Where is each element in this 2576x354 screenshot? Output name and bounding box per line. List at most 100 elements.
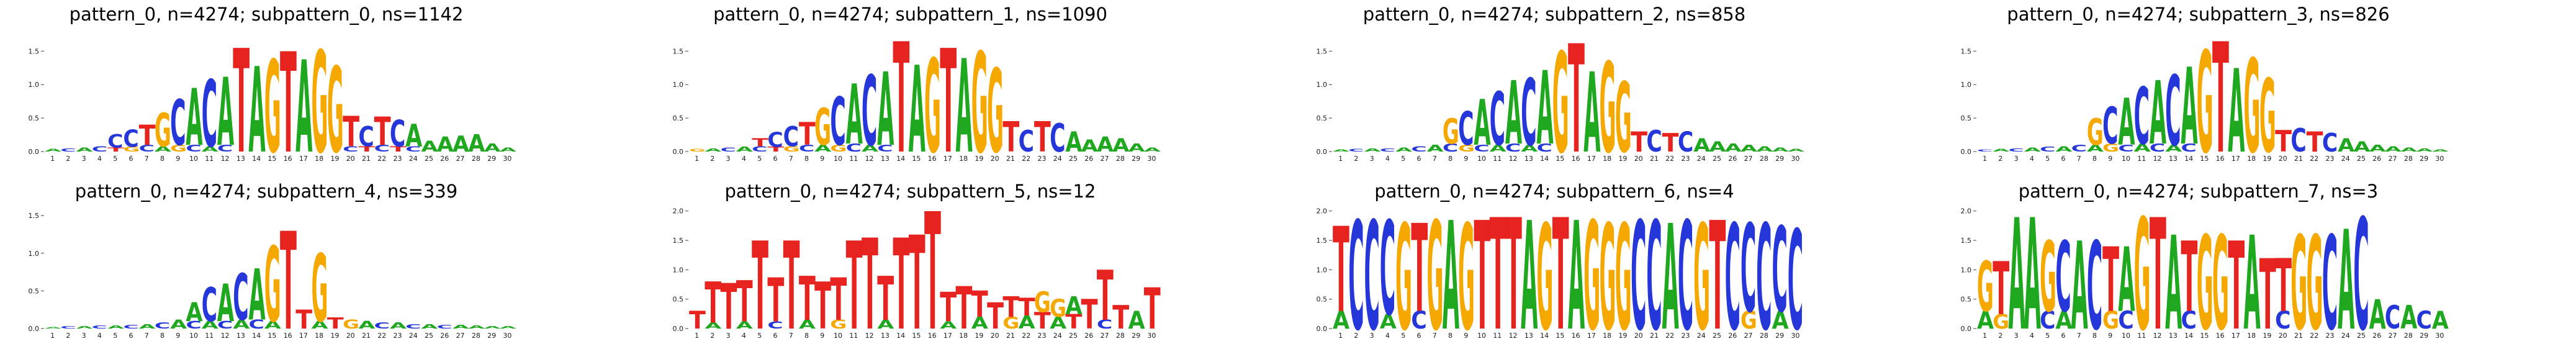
- logo-letter-T: T: [1709, 202, 1726, 345]
- logo-letter-C: C: [123, 125, 138, 153]
- x-tick-label: 2: [710, 332, 714, 340]
- logo-letter-A: A: [233, 317, 250, 332]
- x-tick-label: 16: [927, 155, 936, 163]
- logo-letter-A: A: [940, 320, 957, 331]
- x-tick-label: 9: [2108, 155, 2112, 163]
- logo-letter-G: G: [1427, 202, 1444, 345]
- logo-panel-0: pattern_0, n=4274; subpattern_0, ns=1142…: [0, 0, 644, 177]
- logo-letter-A: A: [248, 254, 265, 336]
- logo-letter-T: T: [1018, 294, 1035, 322]
- logo-letter-C: C: [798, 143, 814, 154]
- x-tick-label: 27: [456, 155, 465, 163]
- logo-letter-A: A: [358, 319, 376, 331]
- logo-letter-G: G: [830, 318, 847, 332]
- logo-letter-A: A: [1065, 292, 1082, 320]
- x-tick-label: 13: [1524, 155, 1533, 163]
- x-tick-label: 29: [1775, 332, 1784, 340]
- logo-letter-A: A: [1143, 147, 1160, 153]
- logo-letter-T: T: [1002, 113, 1019, 161]
- x-tick-label: 25: [425, 155, 433, 163]
- logo-letter-T: T: [107, 147, 125, 153]
- x-tick-label: 13: [880, 155, 889, 163]
- logo-letter-T: T: [1662, 127, 1679, 158]
- x-tick-label: 11: [205, 155, 214, 163]
- logo-letter-C: C: [139, 143, 155, 154]
- logo-letter-G: G: [1693, 202, 1710, 345]
- x-tick-label: 27: [1744, 155, 1753, 163]
- logo-letter-T: T: [893, 25, 909, 168]
- x-tick-label: 29: [1775, 155, 1784, 163]
- logo-letter-C: C: [2290, 122, 2306, 160]
- logo-letter-C: C: [1380, 202, 1395, 345]
- logo-letter-T: T: [2275, 243, 2292, 329]
- x-tick-label: 3: [726, 155, 730, 163]
- logo-letter-T: T: [2149, 202, 2166, 345]
- y-tick-label: 1.5: [1317, 47, 1328, 55]
- x-tick-label: 22: [1022, 332, 1030, 340]
- x-tick-label: 17: [299, 332, 308, 340]
- logo-letter-G: G: [1977, 248, 1994, 327]
- x-tick-label: 22: [377, 155, 386, 163]
- x-tick-label: 12: [2153, 155, 2161, 163]
- logo-letter-A: A: [1977, 306, 1994, 334]
- x-tick-label: 28: [1115, 332, 1124, 340]
- x-tick-label: 14: [2184, 155, 2193, 163]
- x-tick-label: 15: [2200, 332, 2209, 340]
- logo-letter-T: T: [752, 217, 768, 345]
- logo-letter-A: A: [2353, 139, 2371, 155]
- logo-letter-G: G: [1583, 202, 1600, 345]
- logo-letter-C: C: [1443, 142, 1458, 155]
- x-tick-label: 13: [236, 155, 245, 163]
- y-tick-label: 0.0: [29, 325, 40, 333]
- y-tick-label: 2.0: [1317, 207, 1328, 216]
- logo-letter-A: A: [2431, 306, 2448, 334]
- x-tick-label: 28: [2403, 332, 2412, 340]
- sequence-logo-4: 0.00.51.01.5A1C2A3C4A5C6A7C8A9CA10AC11CA…: [29, 204, 517, 345]
- logo-letter-G: G: [1600, 202, 1616, 345]
- logo-letter-C: C: [1458, 102, 1474, 156]
- logo-letter-T: T: [767, 145, 784, 153]
- x-tick-label: 9: [1464, 332, 1468, 340]
- logo-letter-A: A: [1490, 143, 1506, 154]
- x-tick-label: 18: [959, 155, 968, 163]
- logo-letter-T: T: [280, 204, 297, 345]
- x-tick-label: 19: [975, 332, 983, 340]
- logo-letter-A: A: [2416, 147, 2433, 153]
- x-tick-label: 20: [990, 155, 999, 163]
- logo-letter-G: G: [2102, 142, 2119, 155]
- x-tick-label: 8: [804, 155, 809, 163]
- x-tick-label: 7: [2076, 332, 2081, 340]
- x-tick-label: 1: [1983, 155, 1987, 163]
- logo-panel-4: pattern_0, n=4274; subpattern_4, ns=339 0…: [0, 177, 644, 354]
- logo-letter-C: C: [2165, 57, 2181, 168]
- logo-letter-G: G: [2196, 210, 2213, 345]
- x-tick-label: 16: [2215, 332, 2224, 340]
- logo-letter-A: A: [1725, 141, 1742, 154]
- logo-letter-C: C: [1490, 76, 1505, 162]
- logo-letter-C: C: [2322, 210, 2337, 345]
- logo-letter-C: C: [2118, 143, 2133, 154]
- x-tick-label: 10: [189, 332, 198, 340]
- x-tick-label: 12: [2153, 332, 2161, 340]
- logo-letter-T: T: [1631, 126, 1647, 158]
- logo-letter-G: G: [1536, 202, 1553, 345]
- logo-letter-C: C: [1646, 202, 1662, 345]
- x-tick-label: 20: [1634, 332, 1643, 340]
- x-tick-label: 5: [757, 155, 762, 163]
- x-tick-label: 27: [2388, 155, 2397, 163]
- logo-letter-A: A: [1583, 50, 1600, 168]
- logo-letter-G: G: [312, 235, 328, 343]
- x-tick-label: 30: [2435, 332, 2444, 340]
- logo-letter-C: C: [2008, 147, 2024, 153]
- logo-letter-A: A: [2055, 145, 2073, 154]
- logo-letter-A: A: [45, 327, 62, 329]
- logo-letter-A: A: [908, 41, 925, 168]
- x-tick-label: 14: [896, 332, 905, 340]
- x-tick-label: 6: [1416, 155, 1421, 163]
- logo-letter-T: T: [1143, 276, 1160, 342]
- logo-letter-A: A: [76, 147, 93, 153]
- logo-letter-T: T: [295, 304, 312, 335]
- logo-letter-A: A: [453, 324, 470, 330]
- x-tick-label: 21: [2294, 155, 2302, 163]
